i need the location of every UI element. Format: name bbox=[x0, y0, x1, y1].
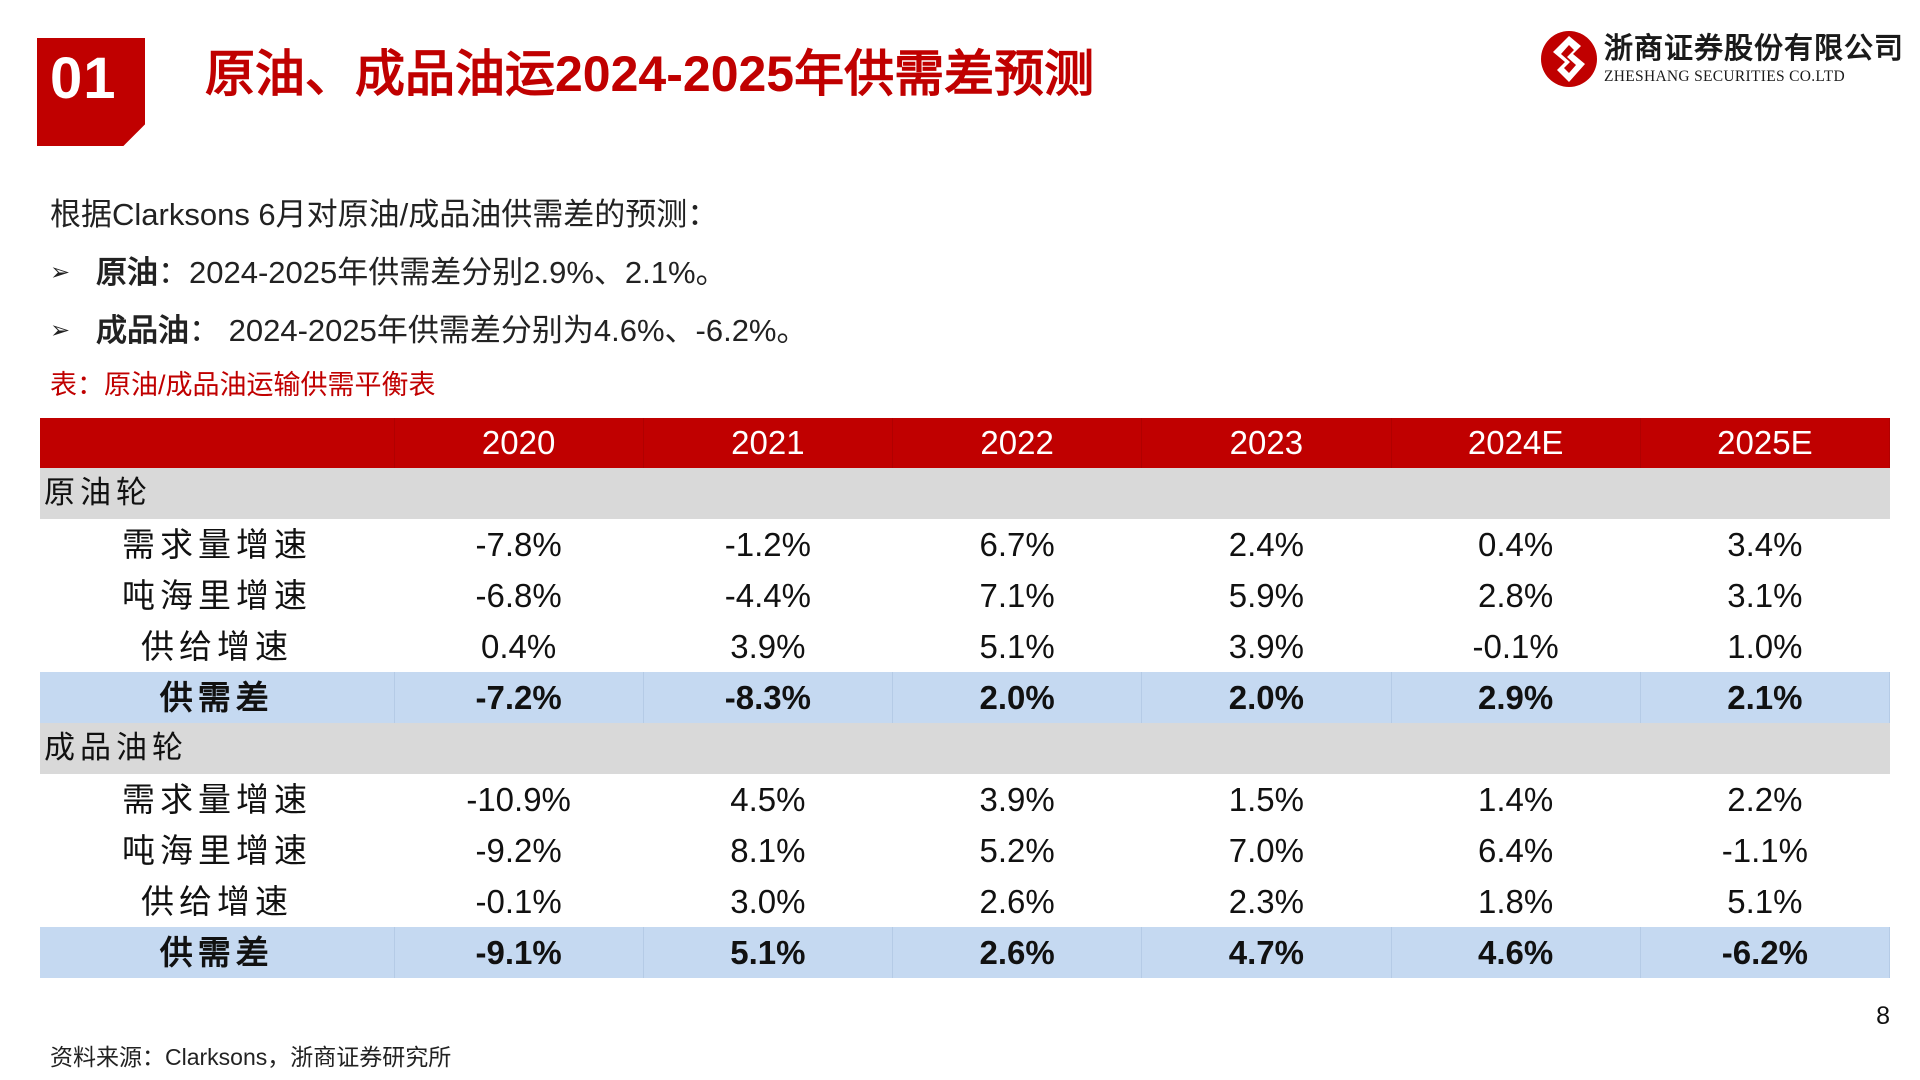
bullet-key: 成品油 bbox=[96, 313, 189, 348]
table-cell: 2.0% bbox=[892, 672, 1143, 723]
table-cell: -1.1% bbox=[1721, 832, 1808, 869]
row-label: 供需差 bbox=[40, 927, 395, 978]
column-header bbox=[40, 418, 395, 468]
table-cell: 5.9% bbox=[1228, 577, 1304, 614]
zheshang-logo-icon bbox=[1541, 31, 1597, 87]
supply-demand-gap-row: 供需差 -7.2% -8.3% 2.0% 2.0% 2.9% 2.1% bbox=[40, 672, 1891, 723]
row-label: 供给增速 bbox=[141, 882, 293, 921]
supply-demand-gap-row: 供需差 -9.1% 5.1% 2.6% 4.7% 4.6% -6.2% bbox=[40, 927, 1891, 978]
page-title: 原油、成品油运2024-2025年供需差预测 bbox=[205, 46, 1095, 102]
logo-name-en: ZHESHANG SECURITIES CO.LTD bbox=[1604, 68, 1846, 85]
group-label: 原油轮 bbox=[40, 468, 1890, 519]
table-cell: -6.8% bbox=[475, 577, 562, 614]
table-cell: 1.0% bbox=[1727, 628, 1803, 665]
table-cell: 2.6% bbox=[979, 883, 1055, 920]
column-header: 2020 bbox=[394, 418, 644, 468]
section-number: 01 bbox=[50, 46, 117, 111]
arrow-bullet-icon: ➢ bbox=[50, 317, 71, 344]
row-label: 吨海里增速 bbox=[122, 576, 312, 615]
table-cell: 7.1% bbox=[979, 577, 1055, 614]
table-cell: 3.4% bbox=[1727, 526, 1803, 563]
table-cell: 2.9% bbox=[1391, 672, 1641, 723]
column-header: 2022 bbox=[892, 418, 1143, 468]
table-cell: 3.9% bbox=[979, 781, 1055, 818]
bullet-key: 原油 bbox=[96, 255, 158, 290]
table-cell: 3.1% bbox=[1727, 577, 1803, 614]
table-row: 吨海里增速 -6.8% -4.4% 7.1% 5.9% 2.8% 3.1% bbox=[40, 570, 1890, 621]
table-cell: 2.8% bbox=[1478, 577, 1554, 614]
table-cell: 1.8% bbox=[1478, 883, 1554, 920]
column-header: 2025E bbox=[1640, 418, 1891, 468]
table-cell: -9.1% bbox=[394, 927, 644, 978]
group-label: 成品油轮 bbox=[40, 723, 1890, 774]
table-cell: 4.7% bbox=[1141, 927, 1392, 978]
bullet-text: ： 2024-2025年供需差分别为4.6%、-6.2%。 bbox=[189, 313, 808, 348]
table-cell: 5.1% bbox=[979, 628, 1055, 665]
supply-demand-table: 2020 2021 2022 2023 2024E 2025E 原油轮 需求量增… bbox=[40, 418, 1891, 978]
table-cell: 5.1% bbox=[1727, 883, 1803, 920]
page-number: 8 bbox=[1876, 1002, 1890, 1030]
table-cell: 2.2% bbox=[1727, 781, 1803, 818]
table-cell: 6.7% bbox=[979, 526, 1055, 563]
table-cell: 3.9% bbox=[730, 628, 806, 665]
table-cell: -0.1% bbox=[475, 883, 562, 920]
table-cell: 8.1% bbox=[730, 832, 806, 869]
section-badge bbox=[37, 38, 145, 146]
table-cell: 2.6% bbox=[892, 927, 1143, 978]
table-cell: -0.1% bbox=[1472, 628, 1559, 665]
column-header: 2024E bbox=[1391, 418, 1641, 468]
company-logo: 浙商证券股份有限公司 ZHESHANG SECURITIES CO.LTD bbox=[1540, 30, 1903, 90]
table-cell: 2.1% bbox=[1640, 672, 1891, 723]
table-cell: -7.8% bbox=[475, 526, 562, 563]
row-label: 供需差 bbox=[40, 672, 395, 723]
table-cell: -8.3% bbox=[643, 672, 894, 723]
table-header-row: 2020 2021 2022 2023 2024E 2025E bbox=[40, 418, 1891, 468]
table-cell: -10.9% bbox=[466, 781, 571, 818]
arrow-bullet-icon: ➢ bbox=[50, 259, 71, 286]
source-note: 资料来源：Clarksons，浙商证券研究所 bbox=[50, 1044, 452, 1070]
table-cell: -9.2% bbox=[475, 832, 562, 869]
table-cell: 5.2% bbox=[979, 832, 1055, 869]
table-cell: 2.0% bbox=[1141, 672, 1392, 723]
table-cell: 7.0% bbox=[1228, 832, 1304, 869]
table-caption: 表：原油/成品油运输供需平衡表 bbox=[50, 370, 436, 400]
table-cell: -1.2% bbox=[724, 526, 811, 563]
table-cell: 3.0% bbox=[730, 883, 806, 920]
table-cell: 0.4% bbox=[481, 628, 557, 665]
group-row: 成品油轮 bbox=[40, 723, 1890, 774]
row-label: 需求量增速 bbox=[122, 525, 312, 564]
table-cell: -7.2% bbox=[394, 672, 644, 723]
bullet-crude: ➢ 原油：2024-2025年供需差分别2.9%、2.1%。 bbox=[50, 253, 727, 293]
table-cell: -4.4% bbox=[724, 577, 811, 614]
table-cell: 2.4% bbox=[1228, 526, 1304, 563]
intro-text: 根据Clarksons 6月对原油/成品油供需差的预测： bbox=[50, 197, 719, 232]
column-header: 2023 bbox=[1141, 418, 1392, 468]
row-label: 吨海里增速 bbox=[122, 831, 312, 870]
group-row: 原油轮 bbox=[40, 468, 1890, 519]
table-cell: 6.4% bbox=[1478, 832, 1554, 869]
table-row: 供给增速 -0.1% 3.0% 2.6% 2.3% 1.8% 5.1% bbox=[40, 876, 1890, 927]
table-cell: 0.4% bbox=[1478, 526, 1554, 563]
table-cell: 1.4% bbox=[1478, 781, 1554, 818]
column-header: 2021 bbox=[643, 418, 894, 468]
table-cell: 1.5% bbox=[1228, 781, 1304, 818]
table-cell: -6.2% bbox=[1640, 927, 1891, 978]
table-row: 吨海里增速 -9.2% 8.1% 5.2% 7.0% 6.4% -1.1% bbox=[40, 825, 1890, 876]
table-cell: 3.9% bbox=[1228, 628, 1304, 665]
bullet-text: ：2024-2025年供需差分别2.9%、2.1%。 bbox=[158, 255, 727, 290]
logo-name-cn: 浙商证券股份有限公司 bbox=[1604, 33, 1905, 65]
row-label: 供给增速 bbox=[141, 627, 293, 666]
table-cell: 4.5% bbox=[730, 781, 806, 818]
table-row: 需求量增速 -7.8% -1.2% 6.7% 2.4% 0.4% 3.4% bbox=[40, 519, 1890, 570]
table-cell: 4.6% bbox=[1391, 927, 1641, 978]
table-cell: 2.3% bbox=[1228, 883, 1304, 920]
row-label: 需求量增速 bbox=[122, 780, 312, 819]
table-row: 供给增速 0.4% 3.9% 5.1% 3.9% -0.1% 1.0% bbox=[40, 621, 1890, 672]
bullet-product: ➢ 成品油： 2024-2025年供需差分别为4.6%、-6.2%。 bbox=[50, 311, 808, 351]
table-cell: 5.1% bbox=[643, 927, 894, 978]
table-row: 需求量增速 -10.9% 4.5% 3.9% 1.5% 1.4% 2.2% bbox=[40, 774, 1890, 825]
